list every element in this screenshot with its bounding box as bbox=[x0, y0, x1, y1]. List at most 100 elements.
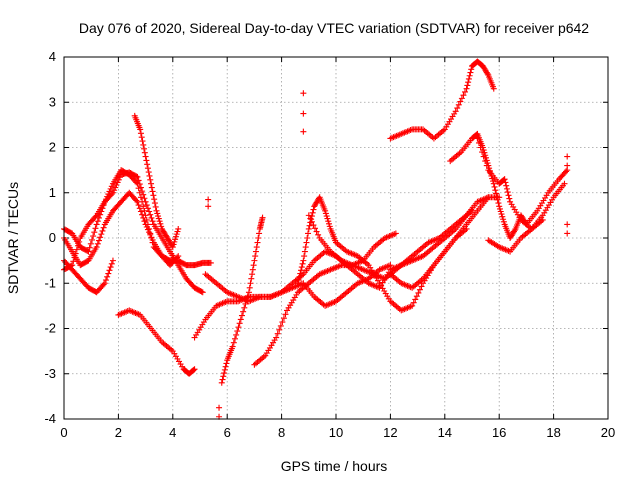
data-point bbox=[93, 221, 100, 228]
data-point bbox=[315, 231, 322, 238]
data-point bbox=[142, 198, 149, 205]
data-point bbox=[73, 246, 80, 253]
data-point bbox=[503, 182, 510, 189]
data-point bbox=[324, 215, 331, 222]
data-point bbox=[312, 225, 319, 232]
data-point bbox=[297, 270, 304, 277]
data-point bbox=[237, 316, 244, 323]
y-axis-label: SDTVAR / TECUs bbox=[5, 182, 21, 294]
data-point bbox=[221, 366, 228, 373]
data-point bbox=[477, 144, 484, 151]
data-point bbox=[469, 207, 475, 214]
data-point bbox=[100, 224, 107, 231]
data-point bbox=[506, 195, 513, 202]
data-point bbox=[277, 322, 284, 329]
data-point bbox=[137, 130, 144, 137]
data-point bbox=[149, 188, 156, 195]
data-point bbox=[564, 153, 571, 160]
data-point bbox=[174, 228, 181, 235]
data-point bbox=[146, 172, 153, 179]
data-point bbox=[169, 244, 176, 251]
data-point bbox=[108, 183, 115, 190]
x-tick-label: 16 bbox=[492, 425, 506, 440]
data-point bbox=[322, 207, 329, 214]
data-point bbox=[149, 236, 156, 243]
data-point bbox=[233, 331, 240, 338]
data-point bbox=[502, 179, 509, 186]
data-point bbox=[146, 208, 153, 215]
data-point bbox=[221, 370, 228, 377]
series-trace-f bbox=[115, 307, 198, 377]
data-point bbox=[253, 244, 260, 251]
data-point bbox=[496, 203, 503, 210]
data-point bbox=[308, 218, 315, 225]
x-tick-label: 18 bbox=[546, 425, 560, 440]
data-point bbox=[90, 233, 97, 240]
data-point bbox=[465, 79, 472, 86]
data-point bbox=[250, 262, 257, 269]
data-point bbox=[138, 134, 145, 141]
data-point bbox=[564, 221, 571, 228]
data-point bbox=[229, 343, 236, 350]
data-point bbox=[230, 339, 237, 346]
data-point bbox=[325, 218, 332, 225]
data-point bbox=[76, 238, 83, 245]
data-point bbox=[107, 264, 114, 271]
data-point bbox=[135, 177, 142, 184]
data-point bbox=[416, 286, 423, 293]
data-point bbox=[134, 173, 141, 180]
y-tick-label: -2 bbox=[44, 321, 56, 336]
data-point bbox=[236, 320, 243, 327]
y-tick-label: -1 bbox=[44, 275, 56, 290]
series-trace-e bbox=[131, 112, 182, 251]
data-point bbox=[249, 266, 256, 273]
data-point bbox=[305, 225, 312, 232]
data-point bbox=[114, 179, 121, 186]
data-point bbox=[496, 205, 503, 212]
data-point bbox=[409, 302, 416, 309]
data-point bbox=[198, 288, 205, 295]
data-point bbox=[238, 312, 245, 319]
data-point bbox=[276, 326, 283, 333]
data-point bbox=[93, 244, 100, 251]
data-point bbox=[247, 280, 254, 287]
data-point bbox=[86, 244, 93, 251]
data-point bbox=[231, 335, 238, 342]
data-point bbox=[458, 95, 465, 102]
data-point bbox=[301, 253, 308, 260]
data-point bbox=[144, 161, 151, 168]
data-point bbox=[91, 229, 98, 236]
data-point bbox=[94, 218, 101, 225]
y-tick-label: 2 bbox=[49, 140, 56, 155]
data-point bbox=[489, 178, 496, 185]
plot-frame bbox=[63, 56, 609, 420]
data-point bbox=[141, 207, 148, 214]
data-point bbox=[564, 230, 571, 237]
data-point bbox=[94, 240, 101, 247]
data-point bbox=[205, 203, 212, 210]
data-point bbox=[74, 242, 81, 249]
data-point bbox=[199, 289, 206, 296]
series-trace-c bbox=[61, 189, 182, 269]
data-point bbox=[144, 226, 151, 233]
data-point bbox=[243, 297, 250, 304]
data-point bbox=[418, 283, 425, 290]
data-point bbox=[107, 185, 114, 192]
series-trace-i bbox=[218, 214, 266, 386]
data-point bbox=[482, 158, 489, 165]
data-point bbox=[139, 188, 146, 195]
data-point bbox=[135, 202, 142, 209]
data-point bbox=[505, 192, 512, 199]
data-point bbox=[304, 235, 311, 241]
data-point bbox=[151, 200, 158, 207]
data-point bbox=[474, 135, 481, 142]
series-trace-h bbox=[191, 194, 503, 341]
data-point bbox=[300, 90, 307, 97]
data-point bbox=[142, 221, 149, 228]
data-point bbox=[480, 153, 487, 160]
data-point bbox=[115, 176, 122, 183]
data-point bbox=[300, 110, 307, 117]
data-point bbox=[139, 211, 146, 218]
data-point bbox=[244, 293, 251, 300]
